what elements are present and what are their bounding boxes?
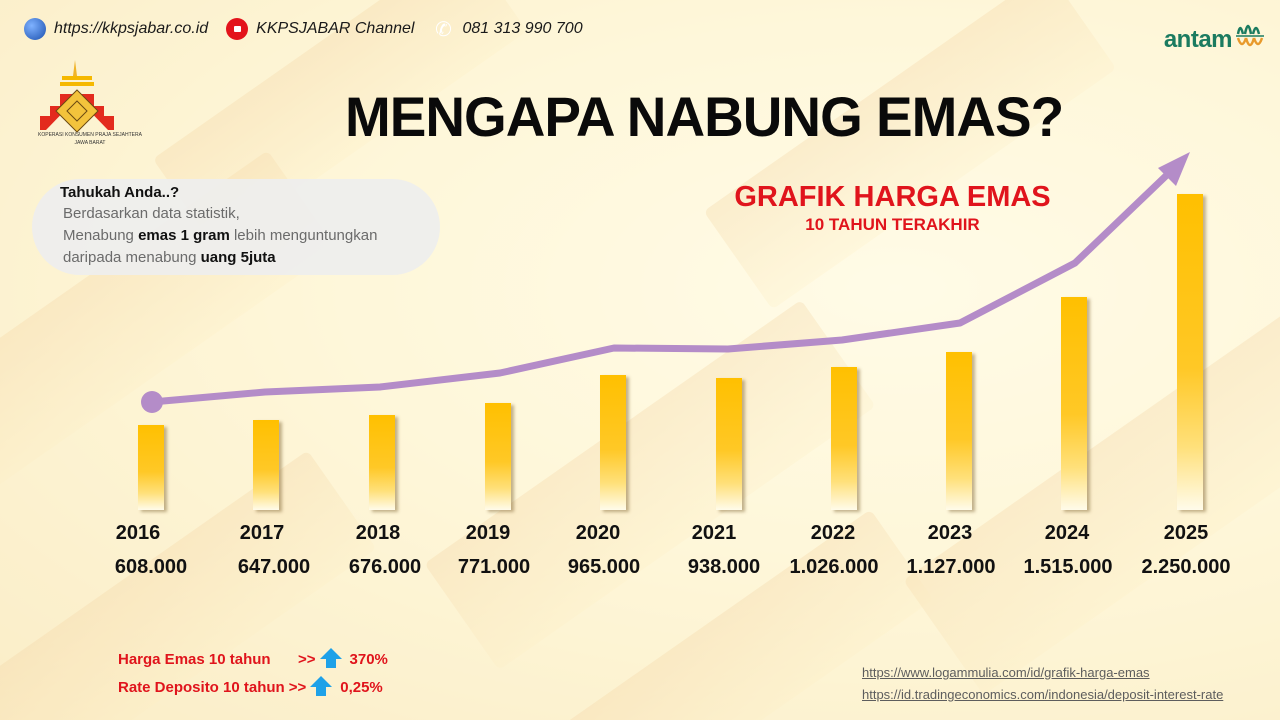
- callout-heading: Tahukah Anda..?: [60, 184, 180, 201]
- did-you-know-callout: Tahukah Anda..? Berdasarkan data statist…: [32, 179, 440, 275]
- year-label: 2025: [1163, 522, 1209, 544]
- antam-wordmark: antam: [1163, 26, 1233, 53]
- year-label: 2017: [239, 522, 285, 544]
- chart-title-sub: 10 TAHUN TERAKHIR: [805, 215, 980, 234]
- year-label: 2023: [927, 522, 973, 544]
- youtube-channel-link[interactable]: KKPSJABAR Channel: [256, 20, 415, 37]
- kkps-jabar-logo: KOPERASI KONSUMEN PRAJA SEJAHTERA JAWA B…: [30, 58, 150, 153]
- bar-2024: [1061, 297, 1087, 510]
- price-label: 1.026.000: [789, 556, 879, 578]
- chart-title-main: GRAFIK HARGA EMAS: [734, 181, 1051, 213]
- year-label: 2022: [810, 522, 856, 544]
- callout-line-1: Berdasarkan data statistik,: [63, 205, 240, 222]
- trend-start-dot: [141, 391, 163, 413]
- bar-2025: [1177, 194, 1203, 510]
- source-link-tradingeconomics[interactable]: https://id.tradingeconomics.com/indonesi…: [862, 687, 1224, 702]
- price-label: 608.000: [114, 556, 188, 578]
- callout-line-3: daripada menabung uang 5juta: [63, 249, 276, 266]
- source-link-logammulia[interactable]: https://www.logammulia.com/id/grafik-har…: [862, 665, 1150, 680]
- price-label: 1.515.000: [1023, 556, 1113, 578]
- logo-caption-org: KOPERASI KONSUMEN PRAJA SEJAHTERA: [38, 132, 142, 138]
- antam-logo: antam: [1164, 14, 1266, 54]
- price-label: 771.000: [457, 556, 531, 578]
- comparison-stats: Harga Emas 10 tahun >> 370% Rate Deposit…: [118, 645, 388, 701]
- sources-list: https://www.logammulia.com/id/grafik-har…: [862, 662, 1223, 706]
- phone-icon: ✆: [435, 18, 452, 41]
- arrow-up-icon: [310, 676, 333, 698]
- year-label: 2018: [355, 522, 401, 544]
- bar-2019: [485, 403, 511, 510]
- arrow-up-icon: [319, 648, 342, 670]
- price-label: 938.000: [687, 556, 761, 578]
- bar-2022: [831, 367, 857, 510]
- bar-2023: [946, 352, 972, 510]
- year-label: 2021: [691, 522, 737, 544]
- bar-2017: [253, 420, 279, 510]
- year-label: 2020: [575, 522, 621, 544]
- price-label: 676.000: [348, 556, 422, 578]
- stat-gold-growth: Harga Emas 10 tahun >> 370%: [118, 645, 388, 673]
- bar-2021: [716, 378, 742, 510]
- logo-caption-region: JAWA BARAT: [74, 140, 106, 146]
- bar-2020: [600, 375, 626, 510]
- callout-line-2: Menabung emas 1 gram lebih menguntungkan: [63, 227, 378, 244]
- stat-deposit-rate: Rate Deposito 10 tahun >> 0,25%: [118, 673, 388, 701]
- chart-title: GRAFIK HARGA EMAS 10 TAHUN TERAKHIR: [700, 180, 1085, 236]
- bar-2018: [369, 415, 395, 510]
- globe-icon: [24, 18, 46, 40]
- price-label: 2.250.000: [1141, 556, 1231, 578]
- price-label: 647.000: [237, 556, 311, 578]
- kkps-emblem-icon: [40, 60, 114, 133]
- year-label: 2024: [1044, 522, 1090, 544]
- price-label: 965.000: [567, 556, 641, 578]
- year-label: 2016: [115, 522, 161, 544]
- contact-bar: https://kkpsjabar.co.id KKPSJABAR Channe…: [24, 18, 593, 41]
- page-title: MENGAPA NABUNG EMAS?: [345, 85, 1064, 148]
- year-label: 2019: [465, 522, 511, 544]
- trend-arrowhead-icon: [1158, 152, 1190, 186]
- antam-emblem-icon: [1236, 24, 1264, 47]
- bar-2016: [138, 425, 164, 510]
- price-label: 1.127.000: [906, 556, 996, 578]
- website-link[interactable]: https://kkpsjabar.co.id: [54, 20, 209, 37]
- youtube-icon: [226, 18, 249, 40]
- phone-number: 081 313 990 700: [462, 20, 583, 37]
